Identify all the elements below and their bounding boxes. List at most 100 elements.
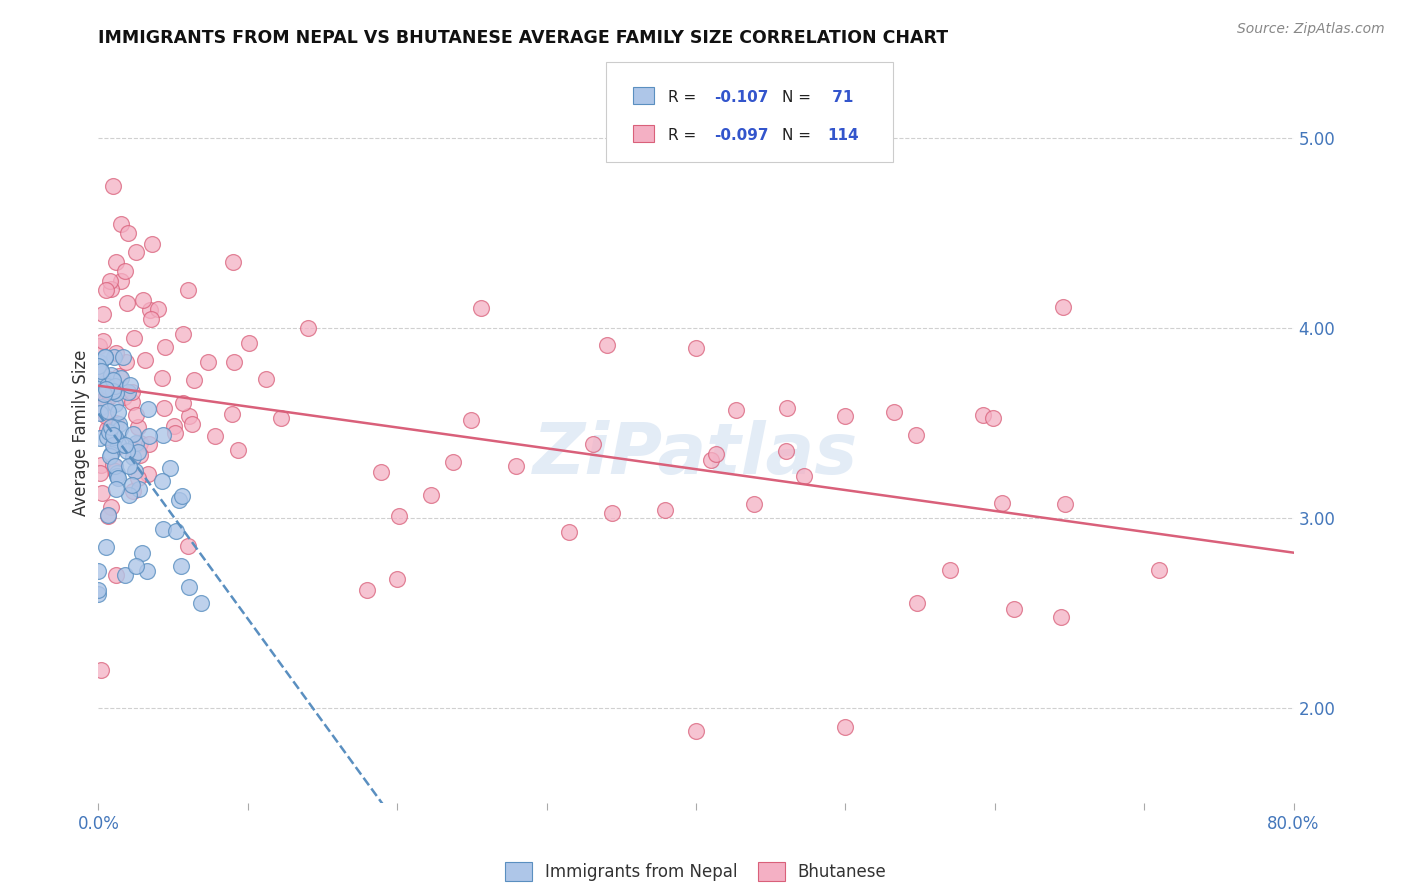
Point: [136, 401, 159, 416]
Point: [89, 356, 111, 370]
Point: [117, 227, 139, 241]
Point: [204, 429, 226, 443]
Point: [419, 487, 441, 501]
Point: [90, 400, 112, 414]
Point: [153, 401, 176, 416]
Text: R =: R =: [668, 89, 702, 104]
Point: [177, 283, 200, 297]
Point: [177, 409, 200, 423]
Point: [470, 301, 492, 315]
Point: [108, 421, 131, 435]
Point: [89, 406, 111, 420]
Point: [93, 400, 115, 414]
Point: [441, 455, 464, 469]
Point: [775, 444, 797, 458]
Point: [127, 445, 149, 459]
Point: [101, 373, 124, 387]
Point: [87, 583, 110, 598]
Point: [150, 370, 173, 384]
Point: [89, 467, 111, 481]
Point: [991, 496, 1014, 510]
Point: [94, 382, 117, 396]
Point: [104, 432, 127, 446]
Point: [159, 461, 181, 475]
Point: [125, 558, 148, 573]
Point: [122, 450, 145, 465]
Point: [115, 354, 138, 368]
Text: -0.107: -0.107: [714, 89, 768, 104]
Point: [152, 427, 174, 442]
Point: [98, 274, 122, 288]
Point: [972, 408, 994, 422]
Point: [104, 568, 127, 582]
Point: [685, 341, 707, 355]
Text: -0.097: -0.097: [714, 128, 769, 143]
Point: [125, 408, 148, 422]
Point: [94, 376, 117, 390]
Point: [938, 563, 960, 577]
Point: [1002, 601, 1025, 615]
Point: [1147, 563, 1170, 577]
Point: [124, 464, 146, 478]
Point: [238, 335, 260, 350]
Point: [297, 321, 319, 335]
Point: [385, 572, 409, 586]
Point: [103, 350, 125, 364]
Text: IMMIGRANTS FROM NEPAL VS BHUTANESE AVERAGE FAMILY SIZE CORRELATION CHART: IMMIGRANTS FROM NEPAL VS BHUTANESE AVERA…: [98, 29, 949, 47]
Point: [114, 437, 136, 451]
Point: [98, 372, 121, 386]
Point: [221, 407, 243, 421]
Point: [127, 471, 149, 485]
FancyBboxPatch shape: [633, 125, 654, 142]
Point: [90, 458, 112, 472]
Point: [87, 355, 110, 369]
Point: [742, 496, 765, 510]
Point: [460, 413, 482, 427]
Point: [162, 418, 184, 433]
Point: [100, 389, 122, 403]
Point: [134, 353, 156, 368]
Point: [153, 340, 176, 354]
Point: [125, 435, 148, 450]
Point: [96, 409, 118, 424]
Point: [167, 493, 190, 508]
Point: [101, 458, 124, 472]
Point: [93, 350, 115, 364]
Point: [90, 663, 112, 677]
Point: [128, 482, 150, 496]
Point: [110, 217, 132, 231]
Point: [125, 245, 148, 260]
Point: [138, 429, 160, 443]
Point: [172, 489, 194, 503]
Text: Source: ZipAtlas.com: Source: ZipAtlas.com: [1237, 22, 1385, 37]
Point: [89, 339, 111, 353]
Point: [100, 447, 122, 461]
Y-axis label: Average Family Size: Average Family Size: [72, 350, 90, 516]
Point: [141, 236, 163, 251]
Text: R =: R =: [668, 128, 702, 143]
Point: [120, 378, 142, 392]
Point: [121, 427, 143, 442]
Point: [104, 458, 127, 473]
Point: [98, 449, 121, 463]
Point: [107, 437, 129, 451]
Point: [114, 264, 136, 278]
Point: [90, 364, 112, 378]
Point: [115, 295, 138, 310]
Point: [104, 378, 127, 392]
Point: [114, 568, 136, 582]
Point: [172, 327, 194, 342]
Point: [107, 405, 129, 419]
Point: [139, 311, 162, 326]
Point: [104, 430, 127, 444]
Point: [169, 558, 191, 573]
Point: [226, 443, 249, 458]
Point: [121, 442, 143, 456]
Point: [724, 403, 747, 417]
Point: [100, 420, 122, 434]
Point: [105, 466, 128, 480]
Point: [131, 546, 153, 560]
Point: [100, 282, 122, 296]
Point: [101, 434, 124, 448]
Point: [114, 391, 136, 405]
